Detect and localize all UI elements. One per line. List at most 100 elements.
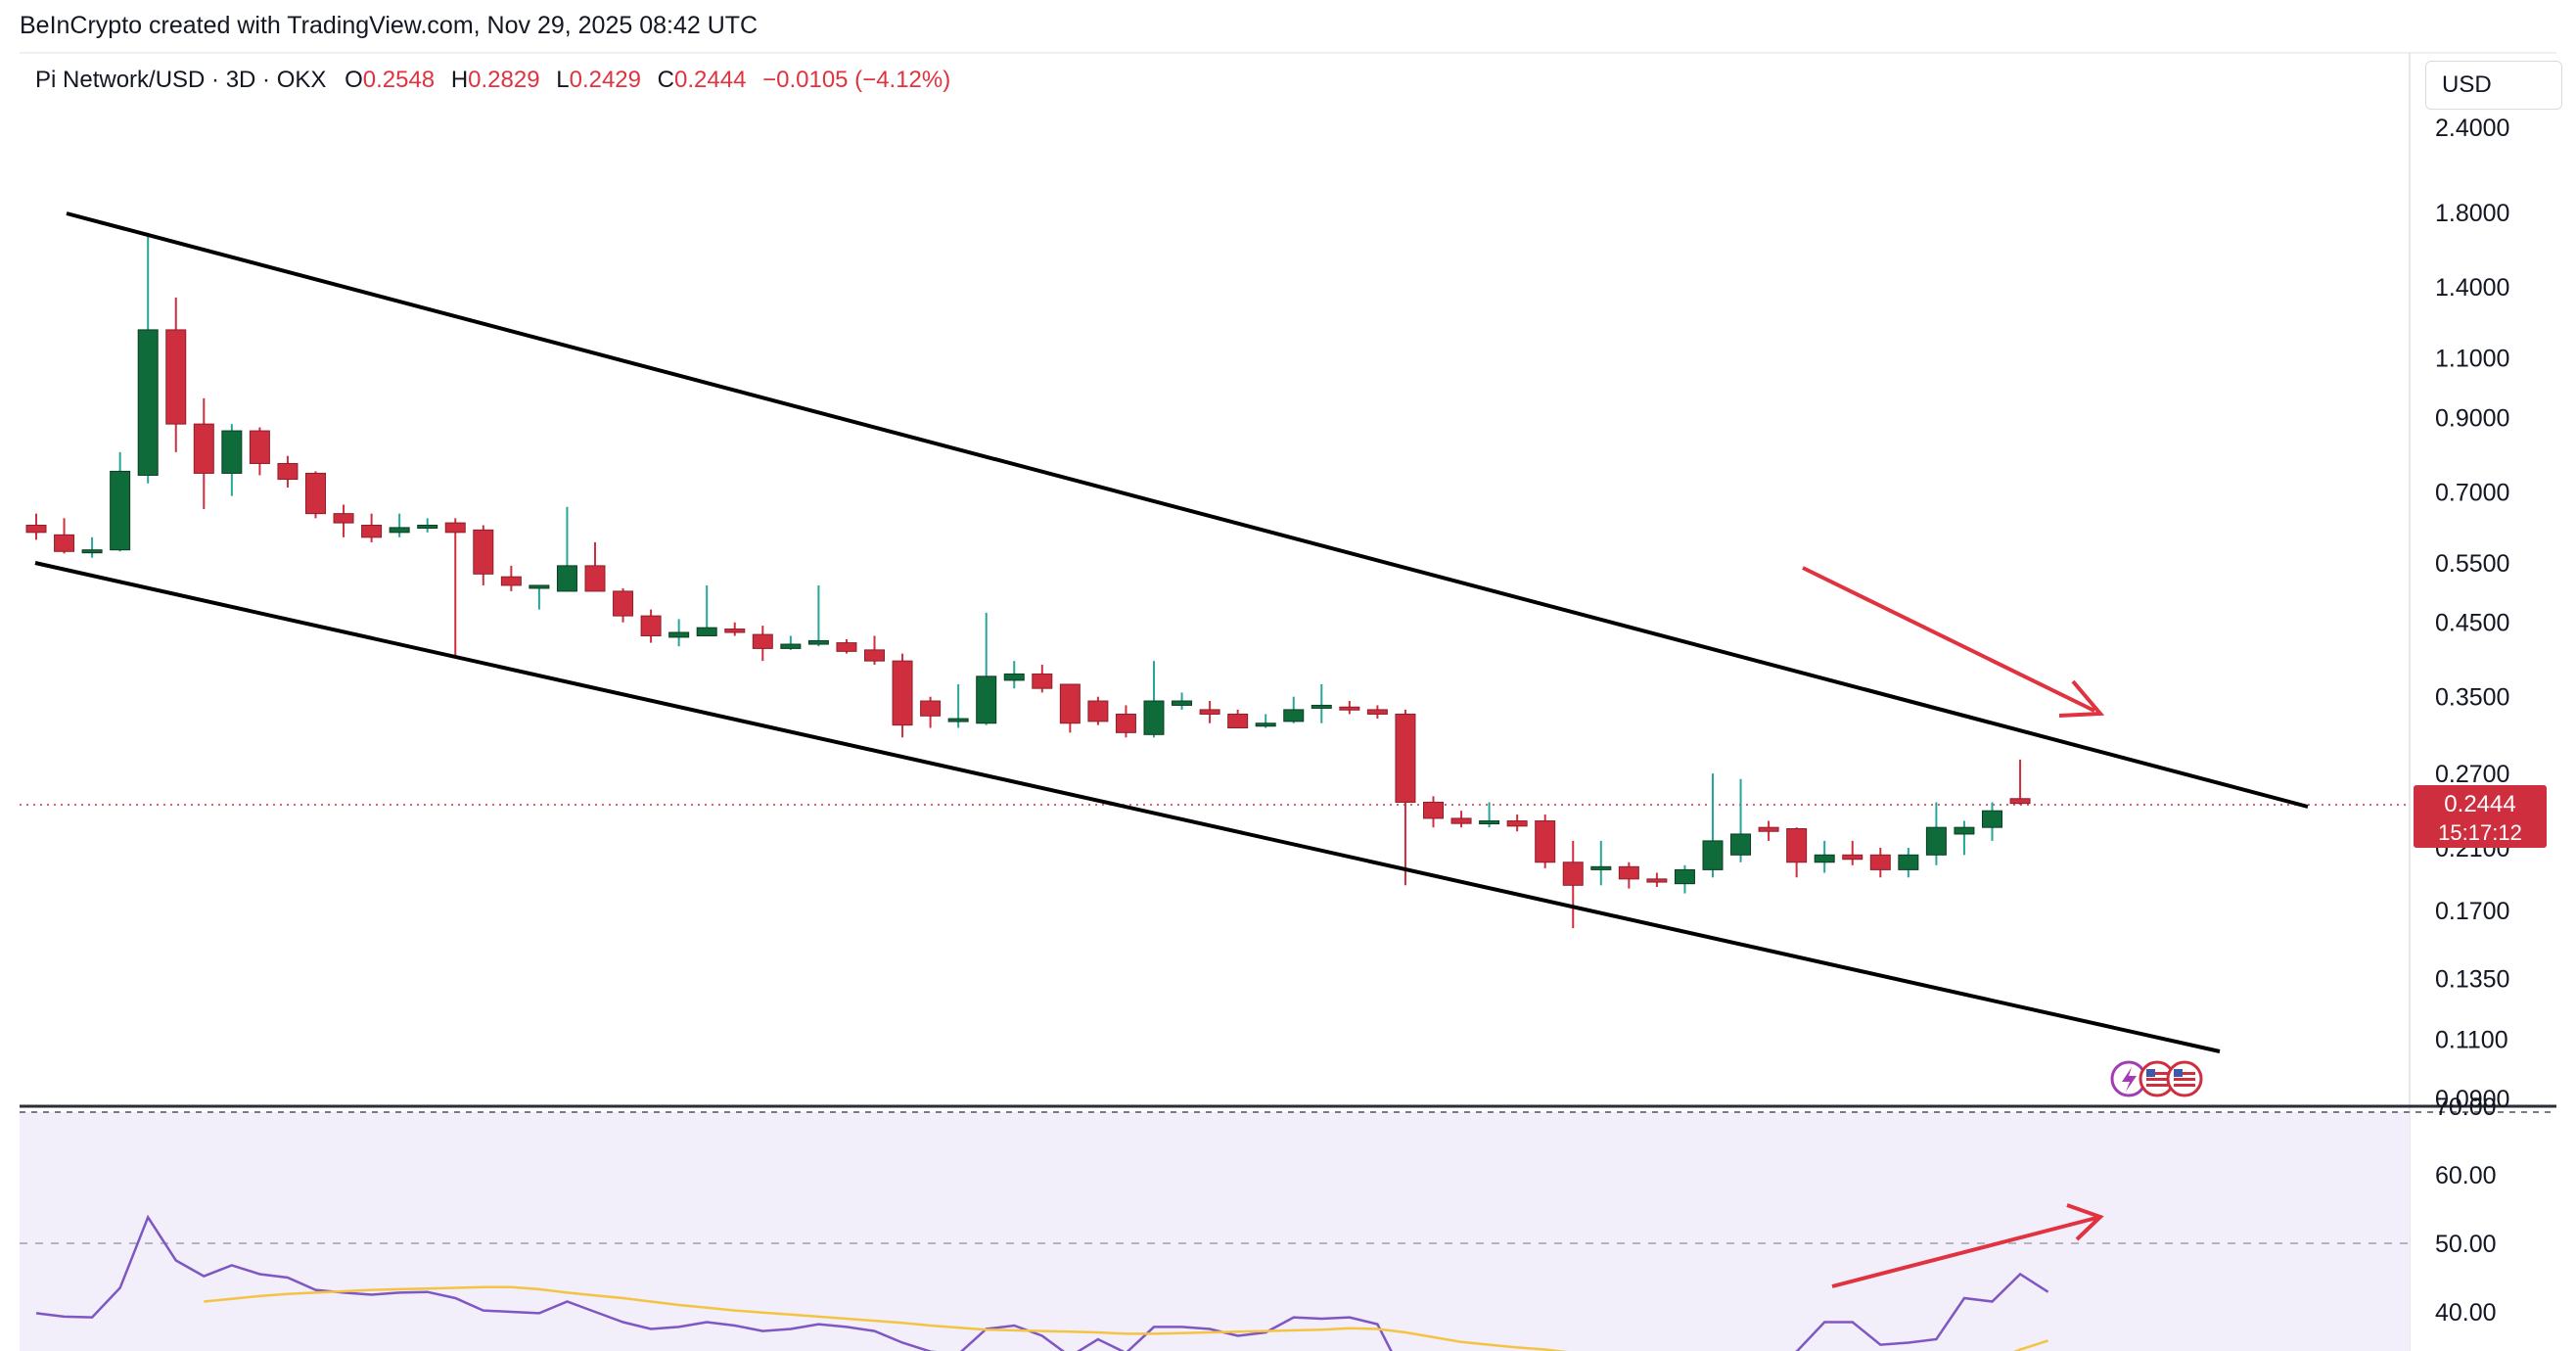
candles [25,232,2031,929]
currency-selector[interactable]: USD [2425,61,2562,110]
candle [1255,714,1276,728]
candle [389,513,410,537]
candle [137,232,159,484]
price-arrow-shaft [1802,566,2095,713]
candle-body [1283,709,1305,722]
rsi-tick-label: 60.00 [2435,1162,2497,1189]
candle-body [165,329,187,425]
candle [864,635,885,665]
candle [473,525,494,585]
rsi-arrow-head [2066,1203,2104,1241]
candle-body [221,430,243,474]
candle [696,584,717,636]
us-flag-icon-2[interactable] [2166,1060,2203,1097]
candle-body [947,718,969,722]
candle [752,626,773,662]
open-label: O [345,67,363,93]
candle [54,518,75,554]
candle [1646,872,1668,887]
candle-body [1479,820,1500,825]
rsi-ma-value: 35.80 [282,1126,342,1152]
candle [277,455,299,488]
channel-lower-trendline[interactable] [34,561,2221,1053]
candle-body [1506,820,1528,827]
price-down-arrow[interactable] [1802,566,2105,718]
candle [1535,815,1556,868]
candle-body [836,642,857,652]
us-flag-icon[interactable] [2139,1060,2176,1097]
candle-body [1590,865,1612,870]
candle-body [1646,878,1668,883]
candle [1339,701,1360,715]
candle-body [892,660,913,726]
candle [417,518,438,533]
candle [165,297,187,452]
rsi-label[interactable]: RSI (14, close) [35,1126,191,1152]
price-tick-label: 0.9000 [2435,404,2509,432]
candle-body [2009,798,2031,805]
channel-upper-trendline[interactable] [66,211,2309,809]
open-value: 0.2548 [362,67,436,93]
candle [892,653,913,738]
candle-body [864,649,885,662]
chart-attribution: BeInCrypto created with TradingView.com,… [20,12,759,39]
price-tick-label: 0.3500 [2435,684,2509,712]
close-value: 0.2444 [674,67,747,93]
symbol-legend: Pi Network/USD · 3D · OKX O0.2548 H0.282… [35,67,960,94]
price-tick-label: 0.5500 [2435,550,2509,578]
low-value: 0.2429 [569,67,641,93]
candle-body [1115,713,1136,733]
candle [1087,696,1109,725]
candle [193,397,214,510]
event-icons[interactable] [2110,1060,2203,1097]
candle [640,609,662,643]
candle [556,506,577,592]
candle-body [1199,709,1220,715]
close-label: C [657,67,675,93]
price-tick-label: 0.1350 [2435,965,2509,993]
candle [305,471,326,519]
candle [1506,815,1528,832]
candle [2009,759,2031,805]
rsi-tick-label: 40.00 [2435,1299,2497,1327]
candle [1032,664,1053,693]
price-tick-label: 0.4500 [2435,610,2509,637]
candle-body [193,423,214,474]
rsi-value: 42.95 [207,1126,266,1152]
candle-body [1087,700,1109,722]
rsi-up-arrow[interactable] [1831,1203,2104,1288]
price-axis-ticks: 2.4000 1.8000 1.4000 1.1000 0.9000 0.7000 0.55… [2435,115,2509,1113]
rsi-ma-line [204,1285,2048,1351]
candle [920,696,942,728]
candle [1842,840,1863,865]
price-tick-label: 1.1000 [2435,346,2509,373]
candle [110,451,131,552]
candle-body [640,615,662,636]
candle [1674,864,1695,894]
price-tick-label: 1.8000 [2435,200,2509,227]
lightning-icon[interactable] [2110,1060,2147,1097]
candle-body [807,639,829,645]
candle-body [1674,868,1695,885]
candle-body [1003,673,1025,681]
price-tick-label: 0.2700 [2435,761,2509,788]
price-tick-label: 0.0900 [2435,1086,2509,1113]
candle-body [277,462,299,481]
rsi-tick-label: 70.00 [2435,1094,2497,1121]
candle-body [976,676,997,724]
candle-body [752,633,773,649]
candle [361,513,383,542]
candle [1898,848,1919,878]
symbol-label[interactable]: Pi Network/USD · 3D · OKX [35,67,327,93]
candle [584,541,606,592]
candle [221,424,243,496]
candle [529,584,550,610]
candle [249,427,270,476]
rsi-pane-background [20,1112,2410,1351]
candle [1590,840,1612,886]
candle [81,536,103,558]
candle [1283,696,1305,723]
last-price-badge[interactable]: 0.2444 15:17:12 [2414,785,2547,848]
candle-body [724,629,746,633]
